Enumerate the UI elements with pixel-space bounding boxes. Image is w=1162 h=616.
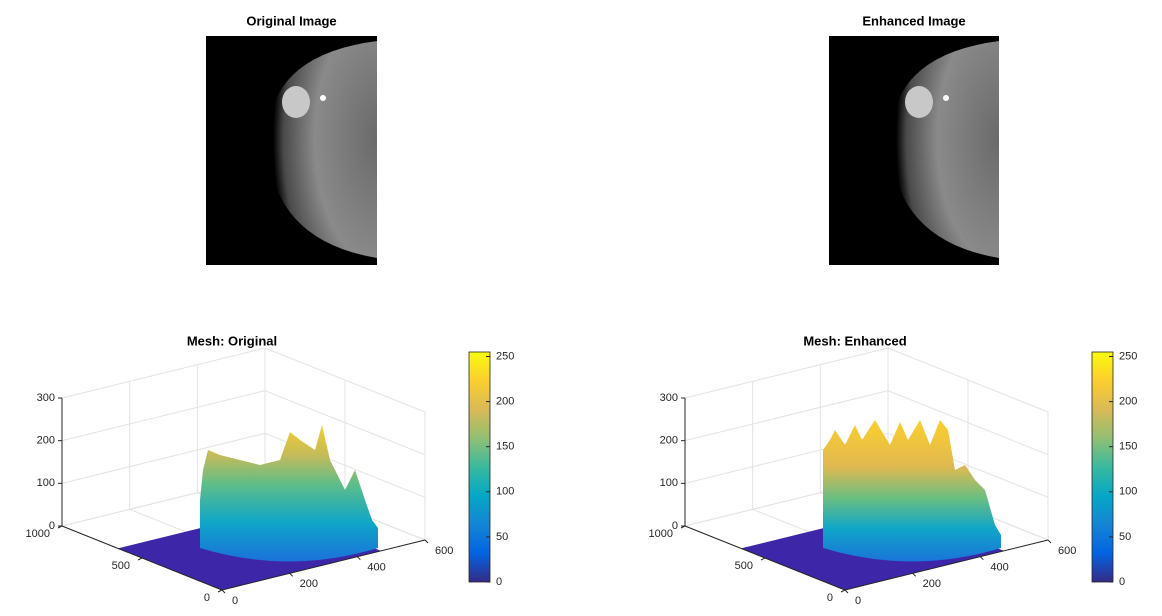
z-tick-label: 0 [49,520,55,532]
x-tick-label: 200 [923,578,941,590]
grid-line [61,432,266,484]
grid-line [264,347,426,413]
x-tick [424,539,429,544]
marker [320,95,326,101]
colorbar-tick-label: 200 [1119,396,1137,408]
z-tick-label: 0 [672,520,678,532]
mass [282,86,310,118]
grid-line [887,390,1049,456]
x-tick [979,556,984,561]
plots: Original Image Enhanced Image Mesh: Origin… [26,13,1138,606]
image-title: Original Image [246,13,336,28]
z-tick-label: 200 [660,435,678,447]
colorbar-tick-label: 100 [1119,486,1137,498]
y-tick [840,589,846,593]
surface [823,420,1001,562]
x-tick-label: 0 [855,595,861,607]
colorbar-tick-label: 0 [496,576,502,588]
z-tick-label: 100 [37,477,55,489]
colorbar-tick-label: 150 [496,441,514,453]
grid-line [264,390,426,456]
z-tick-label: 300 [660,392,678,404]
grid-line [61,347,266,399]
y-tick-label: 1000 [649,528,673,540]
x-tick [221,589,226,594]
x-tick-label: 600 [1058,545,1076,557]
colorbar [468,351,491,583]
y-tick-label: 0 [827,592,833,604]
x-tick [356,556,361,561]
colorbar-tick-label: 100 [496,486,514,498]
z-tick-label: 300 [37,392,55,404]
y-tick-label: 500 [735,560,753,572]
x-tick-label: 200 [300,578,318,590]
x-tick [912,572,917,577]
x-tick-label: 0 [232,595,238,607]
colorbar-tick-label: 150 [1119,441,1137,453]
grid-line [61,390,266,442]
y-tick-label: 0 [204,592,210,604]
x-tick [1047,539,1052,544]
z-tick-label: 100 [660,477,678,489]
y-tick [137,557,143,561]
grid-line [887,347,1049,413]
mesh-title: Mesh: Original [187,333,277,348]
marker [943,95,949,101]
surface [200,425,378,562]
y-tick-label: 1000 [26,528,50,540]
x-tick [844,589,849,594]
x-axis [221,539,426,591]
x-tick-label: 400 [367,562,385,574]
colorbar-tick-label: 0 [1119,576,1125,588]
x-tick-label: 600 [435,545,453,557]
y-tick [217,589,223,593]
mesh-title: Mesh: Enhanced [803,333,906,348]
mass [905,86,933,118]
x-tick [289,572,294,577]
y-tick [760,557,766,561]
colorbar-tick-label: 250 [496,350,514,362]
y-tick-label: 500 [112,560,130,572]
x-tick-label: 400 [990,562,1008,574]
image-title: Enhanced Image [862,13,965,28]
colorbar-tick-label: 50 [1119,531,1131,543]
x-axis [844,539,1049,591]
colorbar-tick-label: 200 [496,396,514,408]
colorbar-tick-label: 250 [1119,350,1137,362]
grid-line [684,390,889,442]
grid-line [684,347,889,399]
colorbar-tick-label: 50 [496,531,508,543]
z-tick-label: 200 [37,435,55,447]
colorbar [1091,351,1114,583]
